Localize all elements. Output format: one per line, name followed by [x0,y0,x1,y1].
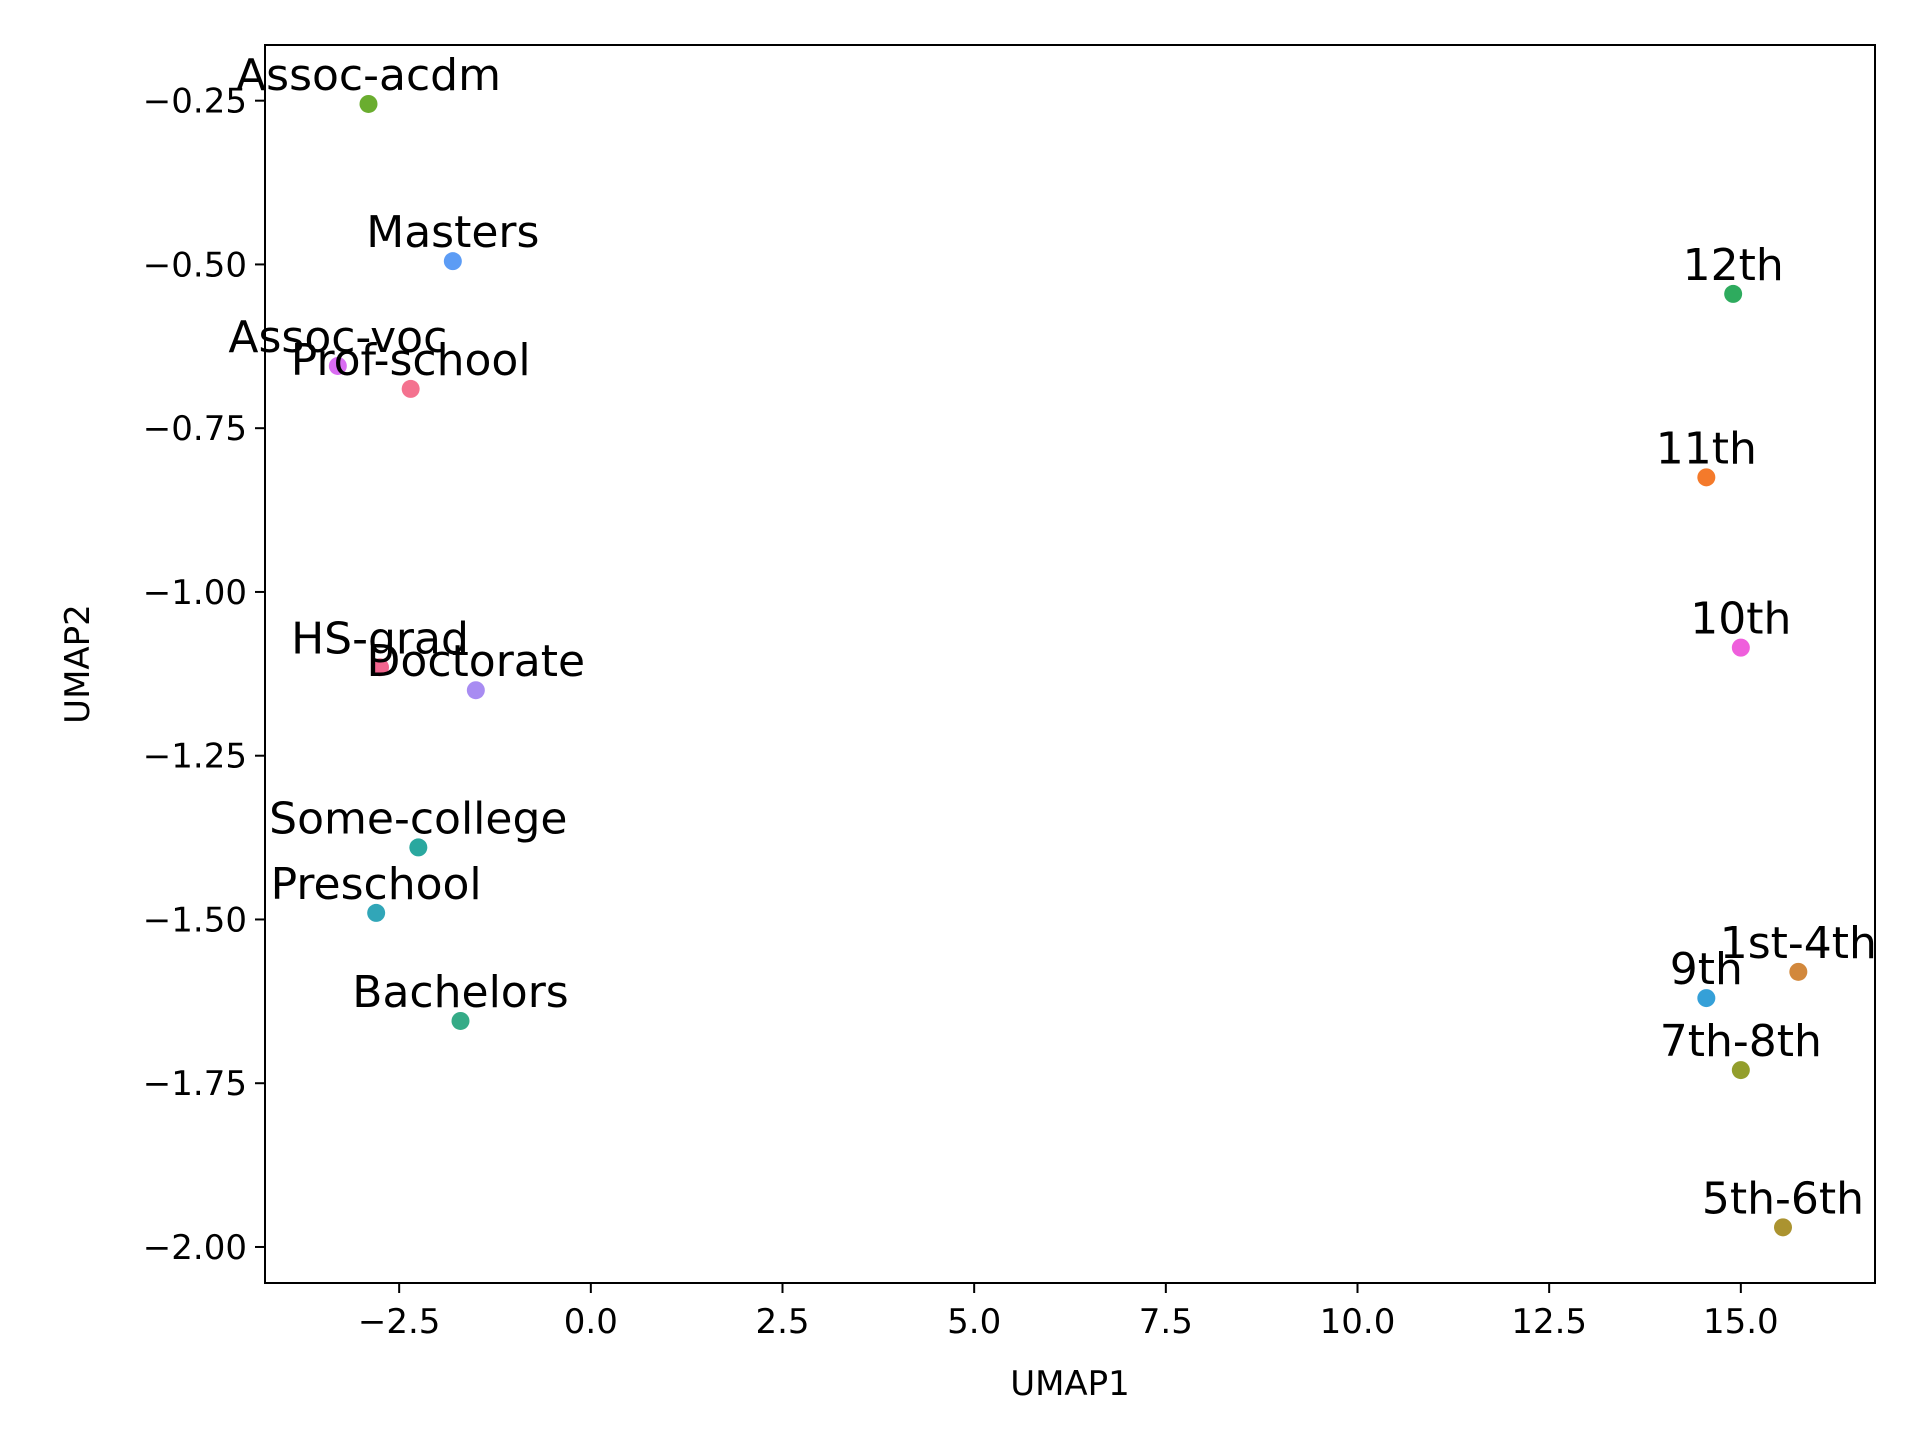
data-point-prof-school [401,379,420,398]
y-tick-label: −0.75 [143,409,247,449]
point-label: Preschool [271,859,482,910]
data-point-5th-6th [1774,1218,1792,1237]
data-point-bachelors [451,1011,470,1030]
x-tick-label: 10.0 [1320,1302,1396,1342]
x-tick-label: 15.0 [1703,1302,1779,1342]
x-tick-label: −2.5 [358,1302,441,1342]
point-label: Doctorate [367,636,586,687]
data-point-12th [1724,284,1743,303]
data-point-doctorate [466,681,485,700]
data-point-preschool [367,903,386,922]
data-point-7th-8th [1731,1061,1750,1080]
point-label: Masters [366,207,539,258]
point-label: 11th [1656,423,1757,474]
data-point-masters [443,252,462,271]
data-point-9th [1697,989,1716,1008]
y-axis-ticks: −0.25 −0.50 −0.75 −1.00 −1.25 −1.50 −1.75 −2.00 [143,82,265,1268]
point-labels: Assoc-acdmMastersAssoc-vocProf-schoolHS-… [228,50,1877,1224]
y-tick-label: −0.50 [143,245,247,285]
y-tick-label: −2.00 [143,1228,247,1268]
x-tick-label: 7.5 [1139,1302,1193,1342]
y-axis-label: UMAP2 [58,604,98,724]
data-point-assoc-voc [328,356,347,375]
x-axis-ticks: −2.5 0.0 2.5 5.0 7.5 10.0 12.5 15.0 [358,1283,1779,1342]
point-label: HS-grad [291,613,469,664]
y-tick-label: −1.00 [143,573,247,613]
plot-frame [264,44,1876,1284]
point-label: Bachelors [352,967,568,1018]
data-point-11th [1697,468,1716,487]
point-label: 10th [1690,594,1791,645]
point-label: Assoc-acdm [236,50,501,101]
y-tick-label: −1.75 [143,1064,247,1104]
x-tick-label: 2.5 [755,1302,809,1342]
point-label: 7th-8th [1660,1016,1822,1067]
x-axis-label: UMAP1 [1010,1364,1130,1404]
data-point-hs-grad [371,658,389,677]
point-label: Some-college [269,793,567,844]
data-point-10th [1731,638,1750,657]
y-tick-label: −1.25 [143,737,247,777]
point-label: 9th [1670,944,1743,995]
data-point-some-college [409,838,428,857]
point-label: Prof-school [291,335,531,386]
x-tick-label: 0.0 [564,1302,618,1342]
chart-marks [328,94,1808,1237]
data-point-assoc-acdm [359,94,378,113]
x-tick-label: 12.5 [1511,1302,1587,1342]
point-label: 5th-6th [1702,1173,1864,1224]
y-tick-label: −1.50 [143,900,247,940]
point-label: 1st-4th [1720,918,1877,969]
point-label: 12th [1683,240,1784,291]
y-tick-label: −0.25 [143,82,247,122]
x-tick-label: 5.0 [947,1302,1001,1342]
data-point-1st-4th [1789,962,1808,981]
